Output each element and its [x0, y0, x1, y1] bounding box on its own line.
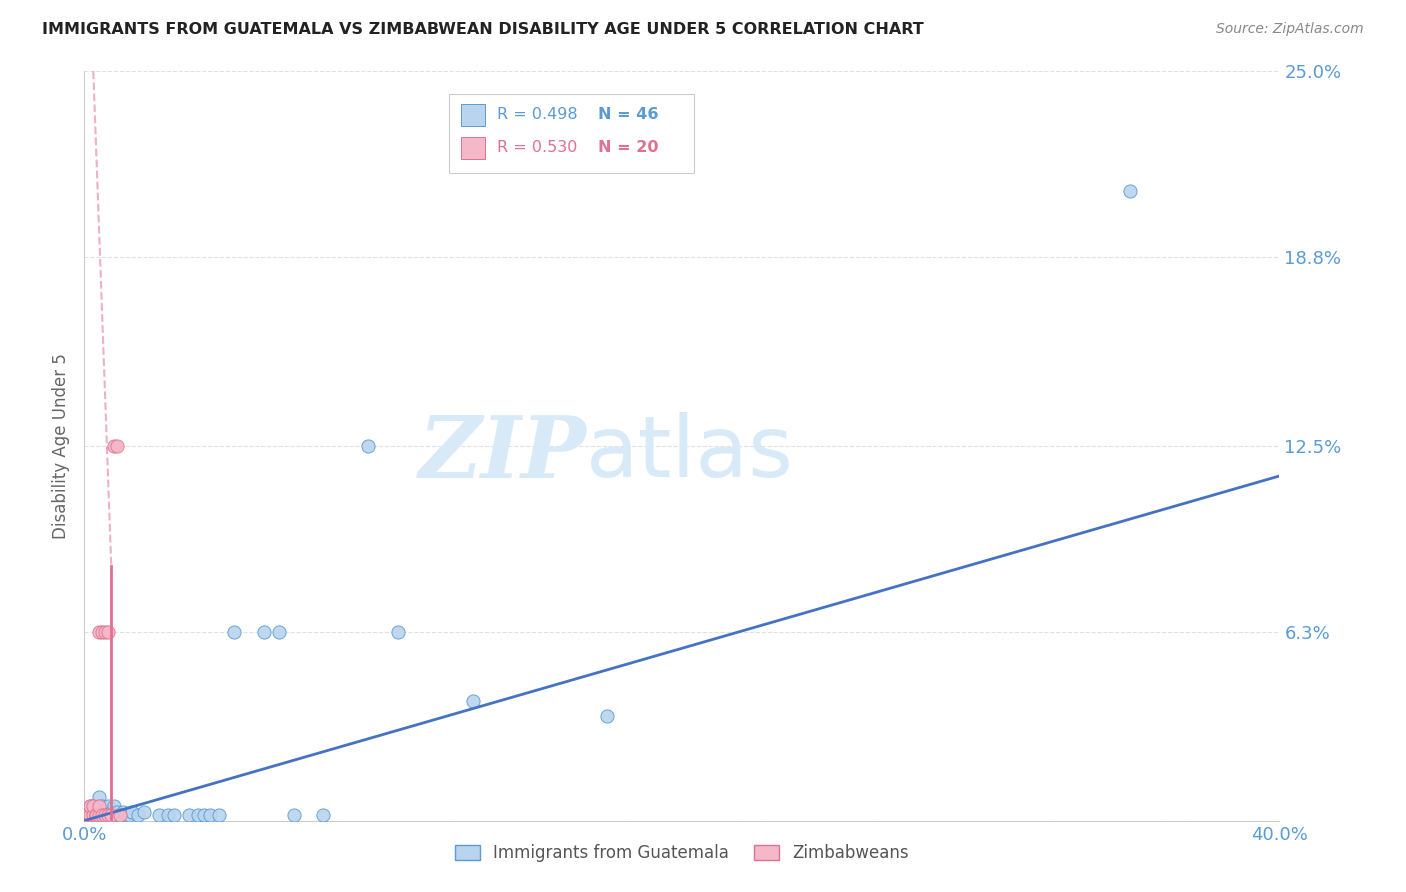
Point [91, 624, 114, 639]
Point [86, 805, 108, 819]
Point [89, 807, 111, 822]
Point [82, 807, 104, 822]
Point [187, 807, 209, 822]
Point [100, 807, 122, 822]
Point [110, 807, 132, 822]
Point [100, 807, 122, 822]
Point [91, 807, 114, 822]
Point [461, 694, 484, 708]
Point [283, 807, 305, 822]
FancyBboxPatch shape [449, 94, 695, 172]
Point [100, 805, 122, 819]
Text: ZIP: ZIP [419, 412, 586, 495]
Point [121, 805, 143, 819]
Point [103, 807, 125, 822]
Text: R = 0.530: R = 0.530 [496, 140, 576, 155]
Point [89, 789, 111, 804]
Text: N = 46: N = 46 [599, 107, 659, 122]
Point [198, 807, 221, 822]
Point [357, 439, 380, 453]
Point [89, 798, 111, 813]
Point [91, 807, 114, 822]
Point [89, 624, 111, 639]
Point [132, 805, 156, 819]
Point [82, 807, 104, 822]
Point [312, 807, 335, 822]
Point [193, 807, 215, 822]
Point [1119, 184, 1142, 198]
Point [82, 798, 104, 813]
Point [91, 798, 114, 813]
Text: N = 20: N = 20 [599, 140, 659, 155]
Text: atlas: atlas [586, 412, 794, 495]
Bar [461, 103, 485, 126]
Point [79, 798, 101, 813]
Point [157, 807, 180, 822]
Point [97, 807, 120, 822]
Point [89, 798, 111, 813]
Legend: Immigrants from Guatemala, Zimbabweans: Immigrants from Guatemala, Zimbabweans [449, 838, 915, 869]
Point [82, 798, 104, 813]
Point [118, 807, 141, 822]
Point [79, 807, 101, 822]
Point [86, 798, 108, 813]
Point [76, 807, 98, 822]
Point [97, 807, 120, 822]
Point [112, 805, 135, 819]
Point [253, 624, 276, 639]
Point [94, 807, 117, 822]
Point [103, 798, 125, 813]
Point [86, 807, 108, 822]
Point [103, 439, 125, 453]
Point [105, 439, 128, 453]
Point [94, 624, 117, 639]
Point [94, 805, 117, 819]
Point [222, 624, 245, 639]
Point [97, 798, 120, 813]
Bar [461, 136, 485, 159]
Point [208, 807, 231, 822]
Text: R = 0.498: R = 0.498 [496, 107, 578, 122]
Point [267, 624, 290, 639]
Point [76, 805, 98, 819]
Point [79, 805, 101, 819]
Text: Source: ZipAtlas.com: Source: ZipAtlas.com [1216, 22, 1364, 37]
Text: IMMIGRANTS FROM GUATEMALA VS ZIMBABWEAN DISABILITY AGE UNDER 5 CORRELATION CHART: IMMIGRANTS FROM GUATEMALA VS ZIMBABWEAN … [42, 22, 924, 37]
Point [127, 807, 149, 822]
Point [89, 807, 111, 822]
Point [148, 807, 170, 822]
Point [115, 807, 138, 822]
Point [97, 624, 120, 639]
Point [163, 807, 186, 822]
Y-axis label: Disability Age Under 5: Disability Age Under 5 [52, 353, 70, 539]
Point [94, 807, 117, 822]
Point [105, 805, 128, 819]
Point [596, 708, 619, 723]
Point [79, 798, 101, 813]
Point [110, 807, 132, 822]
Point [387, 624, 409, 639]
Point [86, 807, 108, 822]
Point [177, 807, 200, 822]
